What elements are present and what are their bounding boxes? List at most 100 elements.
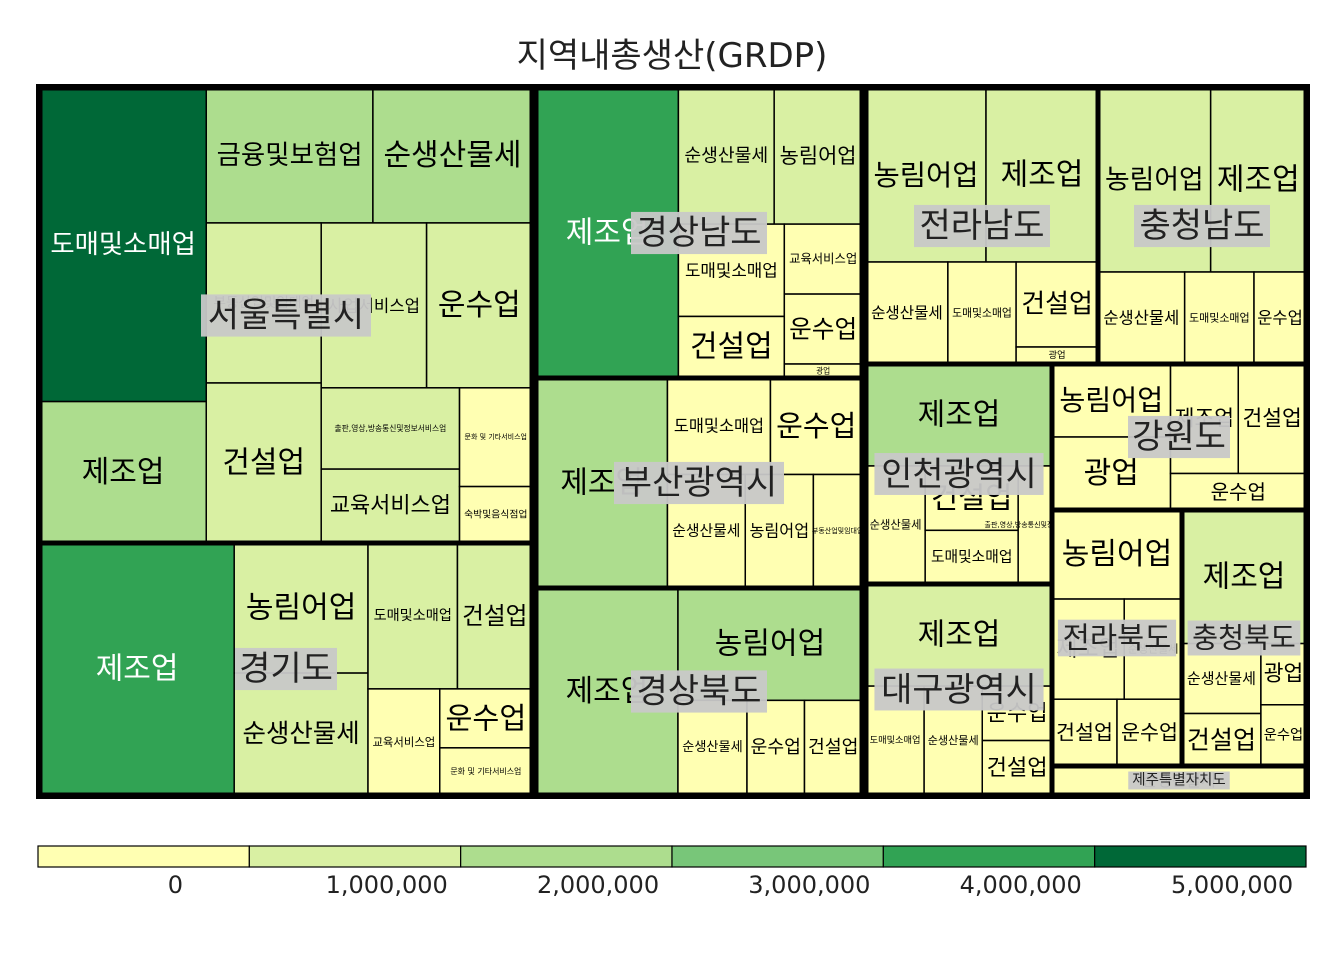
region-label: 경기도 xyxy=(239,649,333,689)
tile-0-9 xyxy=(320,468,461,544)
legend-tick-label: 4,000,000 xyxy=(960,871,1082,899)
tile-label: 순생산물세 xyxy=(1187,670,1256,688)
tile-label: 금융및보험업 xyxy=(217,140,363,171)
tile-label: 제조업 xyxy=(82,455,165,490)
tile-label: 순생산물세 xyxy=(383,138,521,173)
tile-label: 문화 및 기타서비스업 xyxy=(450,766,521,776)
tile-label: 건설업 xyxy=(1187,725,1256,754)
legend-tick-label: 3,000,000 xyxy=(748,871,870,899)
tile-1-4 xyxy=(456,542,533,690)
tile-1-7 xyxy=(439,747,533,796)
tile-label: 순생산물세 xyxy=(871,304,943,322)
tile-label: 도매및소매업 xyxy=(685,260,778,280)
tile-0-2 xyxy=(205,87,374,224)
tile-9-0 xyxy=(1051,509,1183,600)
region-border xyxy=(1049,763,1309,798)
tile-7-0 xyxy=(865,363,1053,467)
region-label: 인천광역시 xyxy=(881,455,1036,494)
region-border xyxy=(37,540,535,798)
tile-label: 도매및소매업 xyxy=(674,417,764,436)
tile-label: 운수업 xyxy=(445,701,526,735)
tile-label: 교육서비스업 xyxy=(330,494,451,519)
region-12: 순생산물세제주특별자치도 xyxy=(1049,763,1309,798)
region-label-bg xyxy=(1057,619,1177,657)
tile-label: 건설업 xyxy=(222,445,305,480)
tile-6-3 xyxy=(1253,271,1307,365)
tile-label: 농림어업 xyxy=(1105,165,1204,196)
tile-label: 순생산물세 xyxy=(684,146,768,167)
tile-label: 제조업 xyxy=(1001,158,1084,193)
region-label-bg xyxy=(1187,620,1301,656)
tile-label: 농림어업 xyxy=(715,627,825,662)
region-label-bg xyxy=(1128,415,1230,459)
tile-label: 문화 및 기타서비스업 xyxy=(465,432,527,441)
tile-label: 제조업 xyxy=(918,397,1001,432)
region-label: 서울특별시 xyxy=(208,296,364,336)
tile-label: 순생산물세 xyxy=(672,523,740,540)
tile-label: 건설업 xyxy=(1021,290,1093,320)
tile-label: 순생산물세 xyxy=(243,719,360,749)
treemap: 도매및소매업제조업금융및보험업순생산물세부동산업및임대업건설업사업서비스업운수업… xyxy=(36,84,1310,799)
region-label-bg xyxy=(1134,204,1270,248)
tile-label: 제조업 xyxy=(918,618,1001,653)
tile-label: 운수업 xyxy=(751,737,801,758)
tile-label: 운수업 xyxy=(776,409,856,443)
legend-swatch xyxy=(37,845,250,868)
tile-label: 출판,영상,방송통신및정보서비스업 xyxy=(335,423,447,433)
tile-8-2 xyxy=(1237,363,1307,475)
legend-tick-label: 0 xyxy=(168,871,183,899)
tile-label: 제조업 xyxy=(96,652,179,687)
tile-label: 출판,영상,방송통신및정보서비스업 xyxy=(985,520,1086,529)
region-label: 부산광역시 xyxy=(621,463,777,503)
tile-label: 순생산물세 xyxy=(1103,309,1179,328)
tile-0-11 xyxy=(458,485,533,544)
tile-label: 광업 xyxy=(1084,456,1139,491)
tile-label: 운수업 xyxy=(1257,309,1303,328)
tile-label: 도매및소매업 xyxy=(952,307,1012,320)
tile-label: 농림어업 xyxy=(873,158,978,192)
region-label: 경상남도 xyxy=(636,213,761,253)
legend: 0 1,000,000 2,000,000 3,000,000 4,000,000 5,0… xyxy=(37,845,1307,899)
tile-label: 광업 xyxy=(816,366,830,376)
region-label-bg xyxy=(874,453,1044,495)
tile-label: 부동산업및임대업 xyxy=(812,526,864,535)
tile-1-6 xyxy=(439,688,533,749)
tile-label: 운수업 xyxy=(789,315,857,344)
tile-label: 운수업 xyxy=(1264,726,1303,743)
tile-label: 농림어업 xyxy=(1062,537,1172,572)
tile-label: 운수업 xyxy=(1211,480,1266,504)
tile-label: 순생산물세 xyxy=(682,739,742,755)
tile-label: 농림어업 xyxy=(749,522,809,541)
tile-label: 운수업 xyxy=(1121,721,1178,745)
region-label-bg xyxy=(631,670,767,713)
tile-label: 숙박및음식점업 xyxy=(464,507,527,520)
region-label: 충청남도 xyxy=(1139,206,1264,246)
tile-6-4 xyxy=(1097,271,1186,365)
tile-label: 운수업 xyxy=(438,288,521,323)
tile-2-4 xyxy=(783,223,863,295)
tile-label: 도매및소매업 xyxy=(1189,312,1250,325)
tile-10-1 xyxy=(1181,712,1262,767)
tile-11-3 xyxy=(981,739,1053,796)
tile-label: 농림어업 xyxy=(780,144,857,168)
legend-swatch xyxy=(460,845,673,868)
tile-8-3 xyxy=(1169,472,1307,511)
legend-swatch xyxy=(248,845,462,868)
tile-9-3 xyxy=(1116,698,1183,767)
region-0: 도매및소매업제조업금융및보험업순생산물세부동산업및임대업건설업사업서비스업운수업… xyxy=(37,85,535,546)
legend-tick-label: 1,000,000 xyxy=(326,871,448,899)
tile-4-4 xyxy=(677,699,748,796)
legend-swatch xyxy=(882,845,1096,868)
region-border xyxy=(533,585,865,798)
tile-label: 농림어업 xyxy=(1059,384,1163,417)
legend-swatch xyxy=(1094,845,1307,868)
tile-label: 제조업 xyxy=(1203,559,1286,594)
